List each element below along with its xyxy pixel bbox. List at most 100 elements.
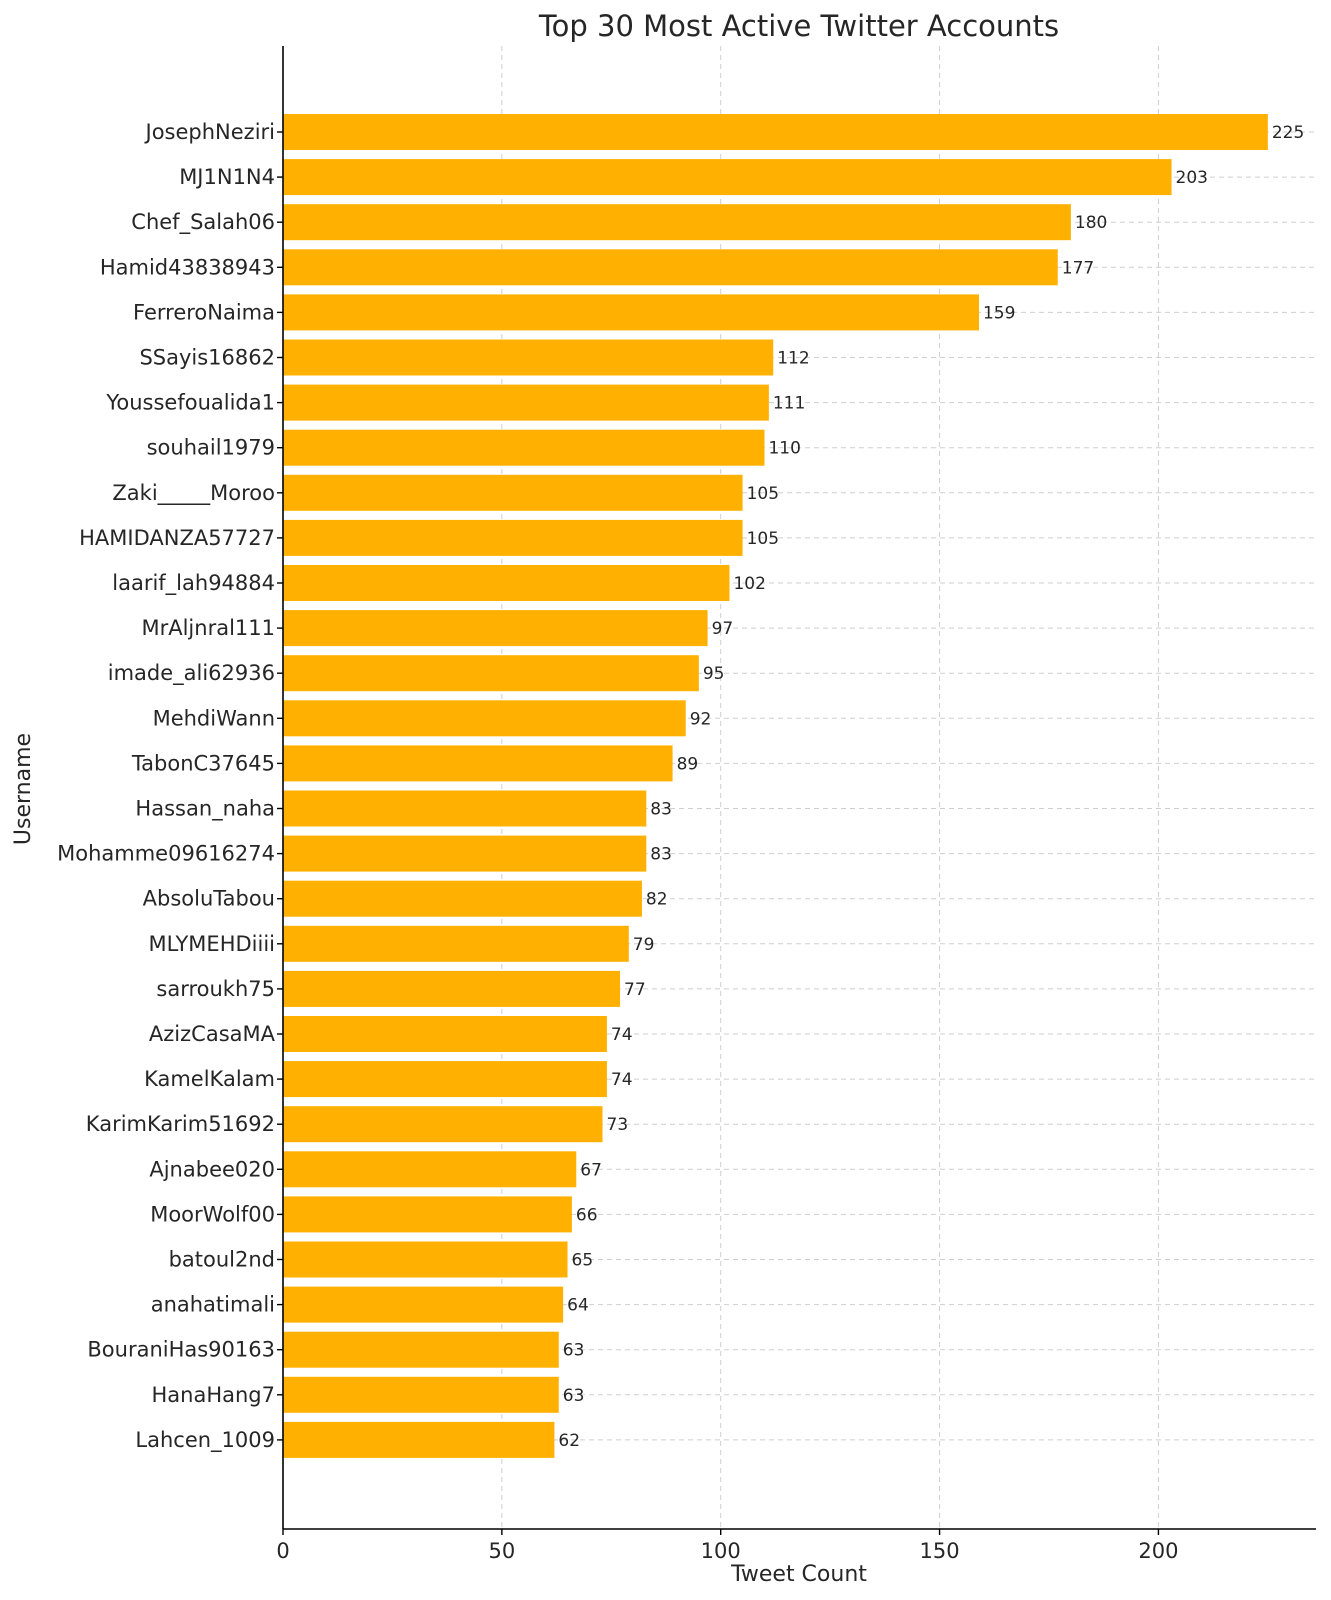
bar: [283, 114, 1268, 150]
y-tick-label: BouraniHas90163: [87, 1338, 275, 1362]
y-tick-label: MrAljnral111: [141, 616, 275, 640]
bar-value-label: 97: [712, 619, 734, 639]
x-axis-label: Tweet Count: [730, 1562, 867, 1587]
bar: [283, 835, 647, 872]
bar: [283, 1286, 564, 1323]
bar: [283, 474, 743, 511]
bar-value-label: 65: [572, 1251, 594, 1271]
y-tick-label: MJ1N1N4: [179, 165, 275, 189]
bar-value-label: 225: [1272, 123, 1304, 143]
y-tick-label: anahatimali: [151, 1293, 275, 1317]
bar: [283, 655, 699, 692]
y-tick-label: imade_ali62936: [108, 661, 275, 686]
y-tick-label: Hamid43838943: [100, 255, 275, 279]
y-tick-label: HanaHang7: [152, 1383, 276, 1407]
y-axis-label: Username: [11, 733, 36, 845]
bar-value-label: 64: [567, 1296, 589, 1316]
y-tick-label: Mohamme09616274: [57, 842, 275, 866]
bar-value-label: 77: [624, 980, 646, 1000]
bar-value-label: 102: [733, 574, 765, 594]
bar: [283, 880, 642, 917]
y-tick-label: HAMIDANZA57727: [79, 526, 275, 550]
bar: [283, 925, 629, 962]
y-tick-label: Hassan_naha: [135, 797, 275, 822]
bar-value-label: 177: [1062, 258, 1094, 278]
bar: [283, 1016, 607, 1052]
x-tick-label: 0: [276, 1539, 289, 1563]
bar-value-label: 159: [983, 303, 1015, 323]
y-tick-label: MehdiWann: [153, 706, 275, 730]
y-tick-label: KamelKalam: [144, 1067, 275, 1091]
bar-value-label: 63: [563, 1341, 585, 1361]
y-tick-label: KarimKarim51692: [86, 1112, 275, 1136]
x-tick-label: 100: [701, 1539, 741, 1563]
bar: [283, 159, 1172, 196]
y-tick-label: Ajnabee020: [149, 1157, 275, 1181]
bar-value-label: 73: [607, 1115, 629, 1135]
y-tick-label: batoul2nd: [169, 1248, 275, 1272]
y-tick-label: MLYMEHDiiii: [148, 932, 275, 956]
bar: [283, 565, 730, 601]
bar: [283, 294, 979, 331]
bar: [283, 249, 1058, 286]
y-tick-labels: JosephNeziri MJ1N1N4 Chef_Salah06 Hamid4383…: [57, 120, 283, 1453]
chart-title: Top 30 Most Active Twitter Accounts: [538, 9, 1059, 43]
bar-value-label: 92: [690, 709, 712, 729]
bar-value-label: 74: [611, 1070, 633, 1090]
bar-value-label: 180: [1075, 213, 1107, 233]
y-tick-label: Chef_Salah06: [131, 210, 275, 235]
bar-value-label: 95: [703, 664, 725, 684]
bar: [283, 610, 708, 647]
y-tick-label: SSayis16862: [139, 346, 275, 370]
bar: [283, 1106, 603, 1143]
bar-value-label: 203: [1176, 168, 1208, 188]
bar-value-label: 112: [777, 349, 809, 369]
x-tick-label: 200: [1138, 1539, 1178, 1563]
bar-value-label: 74: [611, 1025, 633, 1045]
bar: [283, 700, 686, 737]
bar: [283, 1241, 568, 1278]
bar: [283, 1061, 607, 1098]
bar-value-label: 67: [580, 1160, 602, 1180]
y-tick-label: FerreroNaima: [133, 300, 275, 324]
y-tick-label: JosephNeziri: [144, 120, 276, 144]
bar: [283, 1196, 572, 1233]
y-tick-label: laarif_lah94884: [112, 571, 275, 596]
bar: [283, 429, 765, 466]
y-tick-label: TabonC37645: [131, 751, 275, 775]
x-tick-label: 50: [488, 1539, 515, 1563]
x-tick-labels: 0 50 100 150 200: [276, 1529, 1178, 1563]
bar: [283, 204, 1071, 241]
bar: [283, 1151, 577, 1188]
bar-value-label: 82: [646, 890, 668, 910]
bar: [283, 1421, 555, 1458]
bar: [283, 1376, 559, 1413]
bar: [283, 745, 673, 782]
bar-value-label: 111: [773, 394, 805, 414]
y-tick-label: Zaki_____Moroo: [112, 481, 275, 506]
bar-value-label: 66: [576, 1205, 598, 1225]
bar-value-label: 105: [747, 529, 779, 549]
bar: [283, 339, 774, 376]
bar-value-label: 110: [768, 439, 800, 459]
bar-value-label: 62: [558, 1431, 580, 1451]
y-tick-label: Youssefoualida1: [105, 391, 275, 415]
bar-value-label: 83: [650, 800, 672, 820]
bar-value-label: 79: [633, 935, 655, 955]
y-tick-label: AbsoluTabou: [143, 887, 275, 911]
bars: [283, 114, 1268, 1458]
y-tick-label: AzizCasaMA: [149, 1022, 276, 1046]
y-tick-label: souhail1979: [147, 436, 275, 460]
y-tick-label: MoorWolf00: [150, 1202, 275, 1226]
bar: [283, 519, 743, 556]
y-tick-label: Lahcen_1009: [135, 1428, 275, 1453]
bar-value-label: 89: [677, 754, 699, 774]
data-labels: 225 203 180 177 159 112 111 110 105 105 102 97 95 92 8…: [558, 123, 1304, 1451]
bar-value-label: 83: [650, 845, 672, 865]
bar-value-label: 63: [563, 1386, 585, 1406]
bar: [283, 1331, 559, 1368]
x-tick-label: 150: [920, 1539, 960, 1563]
bar: [283, 970, 621, 1007]
